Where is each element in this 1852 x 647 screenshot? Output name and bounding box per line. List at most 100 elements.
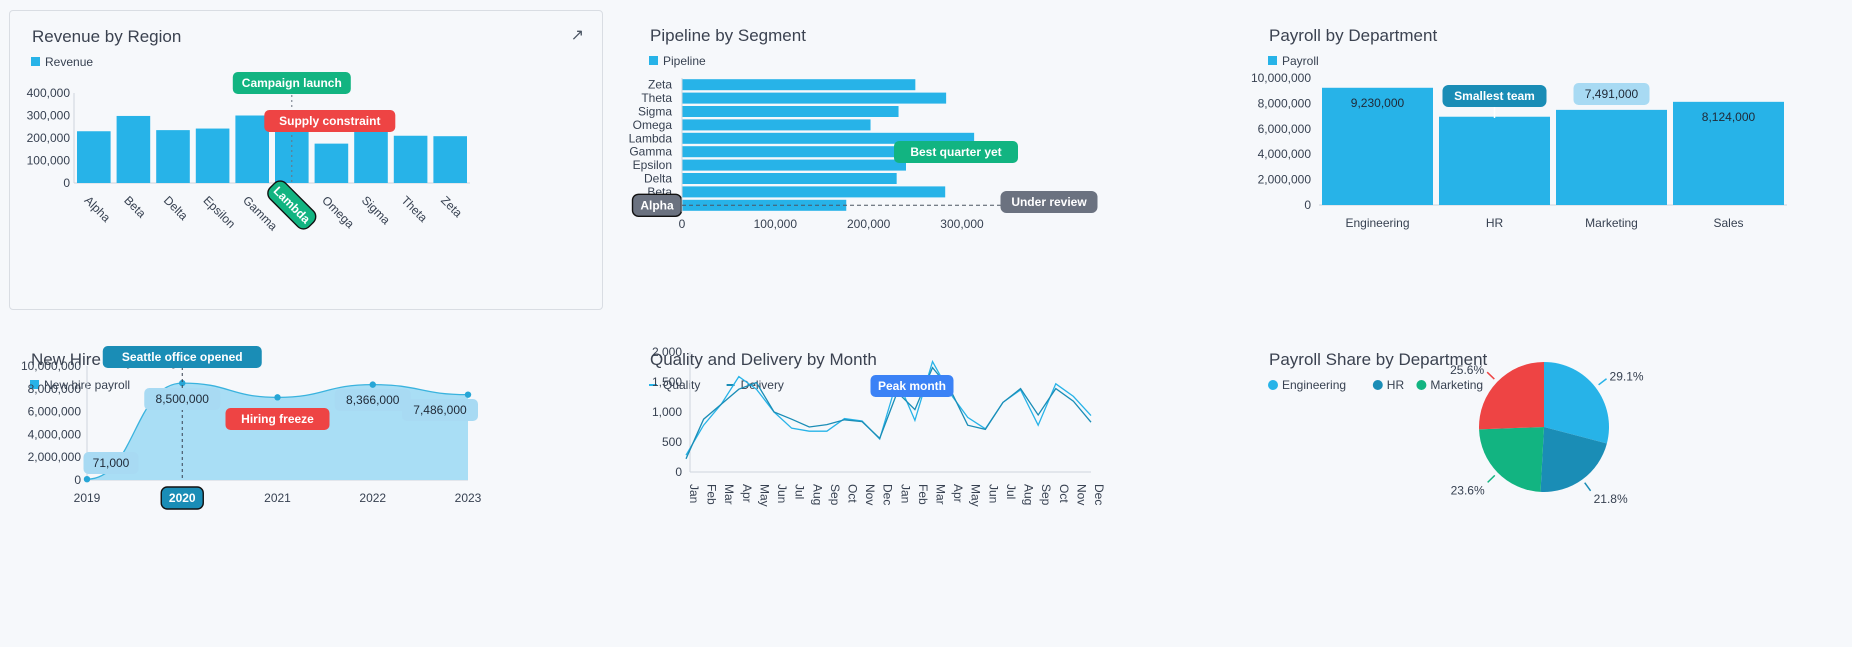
annotation-hiring-freeze-box [225,408,330,430]
x-tick-label: Jun [775,484,789,503]
annotation-best-quarter-box [894,141,1018,163]
x-tick-label: Zeta [438,193,465,220]
x-tick-label: 300,000 [940,217,984,231]
legend-swatch [30,380,39,389]
y-tick-label: 4,000,000 [28,427,82,441]
annotation-smallest-team-text: Smallest team [1454,89,1535,103]
bar [1673,101,1784,205]
share-chart-title: Payroll Share by Department [1269,350,1488,369]
annotation-smallest-team-box [1442,85,1547,107]
x-tick-badge-box [267,180,317,230]
payroll-chart-title: Payroll by Department [1269,26,1438,45]
annotation-best-quarter: Best quarter yet [894,141,1018,163]
annotation-campaign-launch: Campaign launch [232,72,351,94]
y-tick-label: 100,000 [27,154,71,168]
y-tick-label: 500 [662,435,682,449]
bar [682,119,871,131]
x-tick-label: Sep [1039,484,1053,506]
pie-slice [1540,427,1607,492]
pipeline-chart-panel: Pipeline by Segment Pipeline Zeta Theta Sig… [628,10,1222,310]
x-tick-label: Feb [705,484,719,505]
x-tick-label: Epsilon [200,193,238,231]
x-tick-label: Jan [687,484,701,503]
x-tick-badge: 2020 [160,486,204,510]
x-tick-label: Marketing [1585,216,1638,230]
data-label-badge-box [144,388,221,410]
bar [235,115,269,183]
legend-label: HR [1387,378,1405,392]
bar [682,159,906,171]
share-chart: EngineeringHRMarketingSales29.1%21.8%23.… [1268,362,1644,506]
slice-leader [1584,482,1592,492]
x-tick-label: 2023 [455,491,482,505]
y-tick-label: 8,000,000 [1258,96,1312,110]
slice-label: 29.1% [1610,370,1644,384]
data-point [369,381,376,388]
x-tick-badge: Lambda [267,180,317,230]
y-tick-label: Lambda [629,131,673,145]
data-label-badge: 8,500,000 [144,388,221,410]
data-label-badge-text: 8,366,000 [346,393,400,407]
y-tick-label: 6,000,000 [1258,122,1312,136]
y-tick-label: 2,000,000 [1258,173,1312,187]
x-tick-highlight: Lambda [267,180,317,230]
pie-slice [1479,362,1544,430]
x-tick-label: Oct [1057,484,1071,503]
x-tick-label: Mar [934,484,948,505]
annotation-campaign-launch-box [232,72,351,94]
bar [393,135,428,183]
legend-label: Delivery [741,378,784,392]
y-tick-label: 1,500 [652,375,682,389]
slice-leader [1486,371,1495,380]
annotation-peak-month-text: Peak month [878,379,946,393]
y-tick-label: Zeta [648,78,672,92]
annotation-under-review-text: Under review [1011,195,1087,209]
y-tick-label: 0 [675,465,682,479]
legend-swatch [649,56,658,65]
y-tick-label: 10,000,000 [1251,71,1311,85]
bar [682,106,899,117]
revenue-chart: Revenue 0 100,000 200,000 300,000 400,000 Alph… [27,55,470,234]
bar [682,186,946,198]
annotation-under-review: Under review [1000,191,1098,213]
data-point [274,394,281,401]
x-tick-label: Jan [898,484,912,503]
legend-swatch [1372,380,1383,390]
share-chart-panel: Payroll Share by Department Engineering H… [1247,334,1841,634]
x-tick-label: Sigma [359,193,393,227]
bar [433,136,467,183]
annotation-supply-constraint: Supply constraint [264,110,396,132]
pie-slice [1479,427,1544,492]
revenue-chart-title: Revenue by Region [32,27,182,46]
y-tick-label: 2,000 [652,345,682,359]
y-tick-label: 300,000 [27,109,71,123]
bar [354,124,388,183]
y-tick-label: 4,000,000 [1258,147,1312,161]
y-tick-label: 400,000 [27,86,71,100]
quality-chart: Quality Delivery 0 500 1,000 1,500 2,000 Jan Feb… [649,345,1106,507]
y-tick-label: Epsilon [633,158,672,172]
y-tick-label: 2,000,000 [28,450,82,464]
annotation-hiring-freeze: Hiring freeze [225,408,330,430]
pie-slice [1544,362,1609,444]
annotation-campaign-launch-text: Campaign launch [242,76,342,90]
bar [1556,109,1667,205]
data-label-badge-box [83,452,139,474]
newhire-chart-panel: New Hire Payroll by Year New hire payrol… [9,334,603,634]
annotation-smallest-team: Smallest team [1442,85,1547,107]
data-label-badge: 7,486,000 [402,399,478,421]
area-line [86,382,469,480]
series-line [685,366,1092,460]
pipeline-chart-title: Pipeline by Segment [650,26,806,45]
annotation-peak-month-box [870,375,954,397]
x-tick-label: Mar [722,484,736,505]
legend-swatch [1268,56,1277,65]
bar [195,128,230,183]
legend-swatch [1268,380,1278,390]
bar [682,146,1017,158]
expand-arrow-icon[interactable]: ↗ [570,27,584,44]
y-tick-label: Theta [641,91,672,105]
bar [116,115,151,183]
data-label-badge-text: 7,491,000 [1585,87,1639,101]
x-tick-label: Jun [986,484,1000,503]
